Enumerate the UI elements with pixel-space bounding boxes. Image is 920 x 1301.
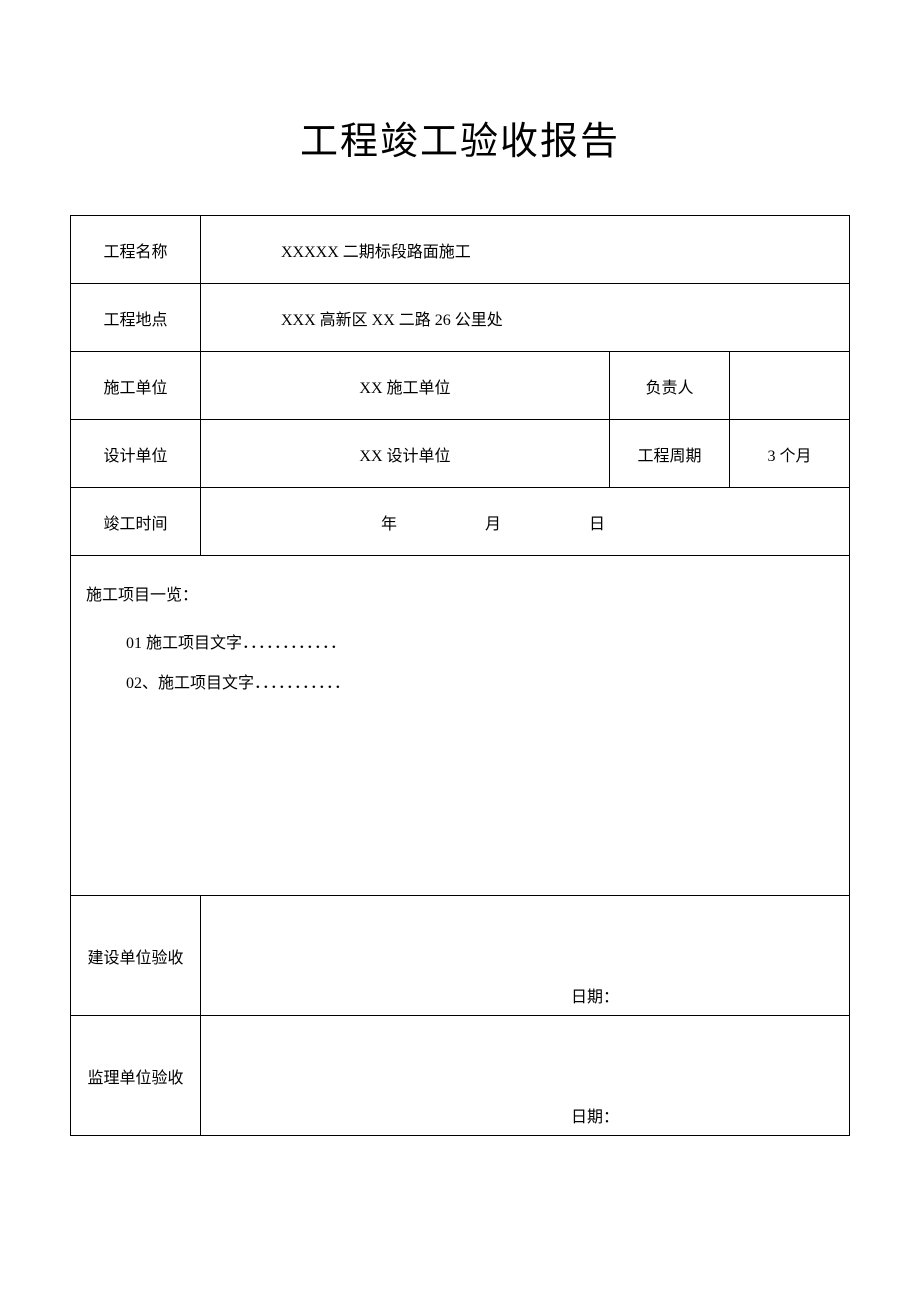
construction-acceptance-date-label: 日期： (571, 983, 619, 1007)
project-list-item: 01 施工项目文字．．．．．．．．．．．． (86, 624, 834, 664)
label-project-period: 工程周期 (609, 420, 729, 488)
value-design-unit: XX 设计单位 (201, 420, 610, 488)
label-responsible-person: 负责人 (609, 352, 729, 420)
project-list-cell: 施工项目一览： 01 施工项目文字．．．．．．．．．．．． 02、施工项目文字．… (71, 556, 850, 896)
row-supervision-acceptance: 监理单位验收 日期： (71, 1016, 850, 1136)
report-table: 工程名称 XXXXX 二期标段路面施工 工程地点 XXX 高新区 XX 二路 2… (70, 215, 850, 1136)
label-project-location: 工程地点 (71, 284, 201, 352)
row-project-list: 施工项目一览： 01 施工项目文字．．．．．．．．．．．． 02、施工项目文字．… (71, 556, 850, 896)
value-project-period: 3 个月 (729, 420, 849, 488)
row-design-unit: 设计单位 XX 设计单位 工程周期 3 个月 (71, 420, 850, 488)
value-supervision-acceptance: 日期： (201, 1016, 850, 1136)
document-page: 工程竣工验收报告 工程名称 XXXXX 二期标段路面施工 工程地点 XXX 高新… (0, 0, 920, 1136)
row-construction-acceptance: 建设单位验收 日期： (71, 896, 850, 1016)
value-project-location: XXX 高新区 XX 二路 26 公里处 (201, 284, 850, 352)
document-title: 工程竣工验收报告 (70, 110, 850, 165)
label-project-name: 工程名称 (71, 216, 201, 284)
value-construction-acceptance: 日期： (201, 896, 850, 1016)
row-project-name: 工程名称 XXXXX 二期标段路面施工 (71, 216, 850, 284)
project-list-heading: 施工项目一览： (86, 576, 834, 616)
value-responsible-person (729, 352, 849, 420)
value-completion-time: 年 月 日 (201, 488, 850, 556)
label-completion-time: 竣工时间 (71, 488, 201, 556)
label-supervision-acceptance: 监理单位验收 (71, 1016, 201, 1136)
label-design-unit: 设计单位 (71, 420, 201, 488)
completion-year: 年 (381, 516, 397, 533)
project-list-item: 02、施工项目文字．．．．．．．．．．． (86, 664, 834, 704)
completion-day: 日 (589, 516, 605, 533)
completion-month: 月 (485, 516, 501, 533)
row-completion-time: 竣工时间 年 月 日 (71, 488, 850, 556)
value-construction-unit: XX 施工单位 (201, 352, 610, 420)
value-project-name: XXXXX 二期标段路面施工 (201, 216, 850, 284)
supervision-acceptance-date-label: 日期： (571, 1103, 619, 1127)
row-project-location: 工程地点 XXX 高新区 XX 二路 26 公里处 (71, 284, 850, 352)
label-construction-unit: 施工单位 (71, 352, 201, 420)
label-construction-acceptance: 建设单位验收 (71, 896, 201, 1016)
row-construction-unit: 施工单位 XX 施工单位 负责人 (71, 352, 850, 420)
